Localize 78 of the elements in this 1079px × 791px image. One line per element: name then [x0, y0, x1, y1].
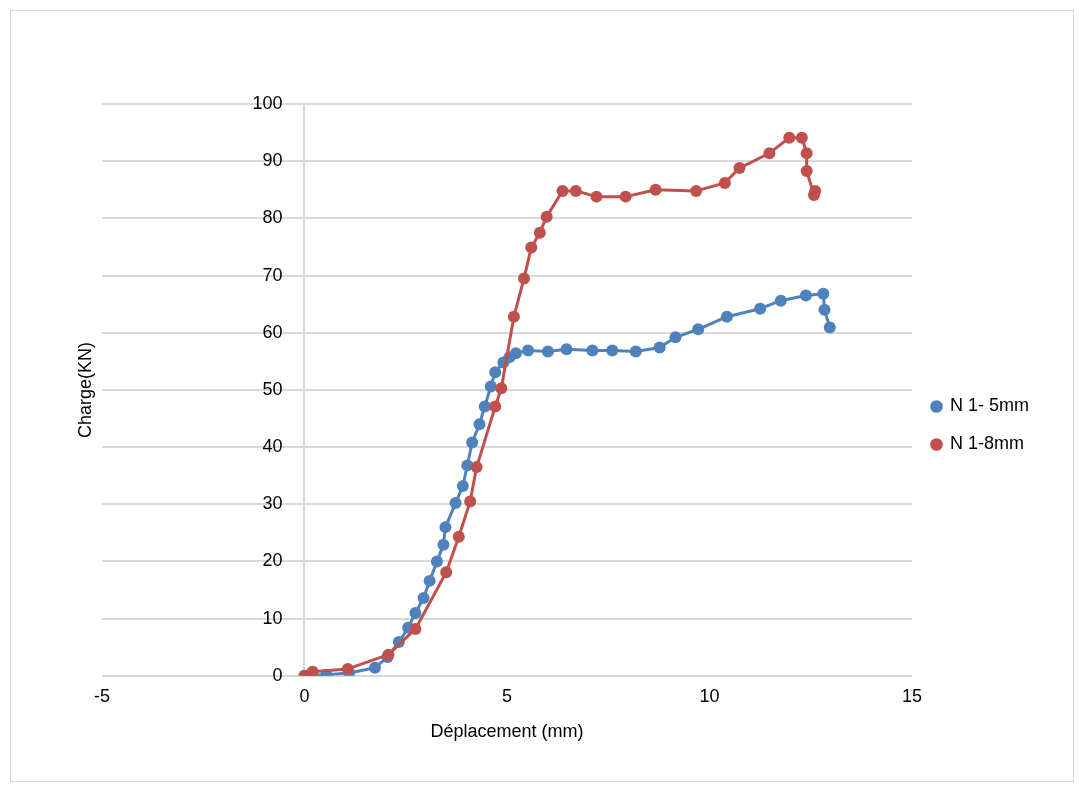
point [629, 345, 642, 358]
point [456, 479, 469, 492]
point [518, 272, 531, 285]
x-tick-label: 10 [699, 685, 720, 706]
point [466, 436, 479, 449]
point [423, 574, 436, 587]
y-tick-label: 20 [262, 550, 283, 571]
x-tick-label: -5 [93, 685, 111, 706]
point [525, 241, 538, 254]
point [653, 341, 666, 354]
y-tick-label: 70 [262, 264, 283, 285]
point [818, 303, 831, 316]
point [690, 184, 703, 197]
point [800, 164, 813, 177]
x-tick-label: 15 [901, 685, 923, 706]
y-tick-label: 50 [262, 378, 283, 399]
point [409, 606, 422, 619]
point [449, 497, 462, 510]
y-tick-label: 60 [262, 321, 283, 342]
point [774, 294, 787, 307]
point [368, 661, 381, 674]
point [718, 176, 731, 189]
point [437, 538, 450, 551]
y-tick-label: 90 [262, 150, 283, 171]
point [473, 418, 486, 431]
point [522, 344, 535, 357]
point [439, 521, 452, 534]
legend-label: N 1- 5mm [950, 395, 1030, 416]
point [540, 210, 553, 223]
point [556, 184, 569, 197]
point [795, 131, 808, 144]
legend-label: N 1-8mm [950, 433, 1025, 454]
point [470, 461, 483, 474]
point [541, 345, 554, 358]
point [619, 190, 632, 203]
point [430, 555, 443, 568]
point [495, 382, 508, 395]
point [799, 289, 812, 302]
point [452, 530, 465, 543]
point [649, 183, 662, 196]
point [507, 310, 520, 323]
point [489, 400, 502, 413]
x-axis-title: Déplacement (mm) [430, 721, 584, 742]
point [606, 344, 619, 357]
point [464, 495, 477, 508]
point [409, 622, 422, 635]
point [440, 566, 453, 579]
point [569, 184, 582, 197]
point [754, 302, 767, 315]
y-tick-label: 100 [252, 92, 283, 113]
point [533, 226, 546, 239]
point [783, 131, 796, 144]
y-tick-label: 0 [272, 664, 283, 685]
point [509, 347, 522, 360]
point [478, 400, 491, 413]
point [586, 344, 599, 357]
point [484, 380, 497, 393]
point [733, 162, 746, 175]
point [669, 331, 682, 344]
y-tick-label: 30 [262, 493, 283, 514]
point [692, 323, 705, 336]
point [817, 287, 830, 300]
point [800, 147, 813, 160]
point [489, 366, 502, 379]
point [306, 665, 319, 676]
point [560, 343, 573, 356]
y-tick-label: 10 [262, 607, 283, 628]
y-axis-title: Charge(KN) [74, 341, 95, 438]
point [341, 662, 354, 675]
point [823, 321, 836, 334]
y-tick-label: 40 [262, 436, 283, 457]
point [763, 147, 776, 160]
point [590, 190, 603, 203]
point [720, 310, 733, 323]
x-tick-label: 0 [299, 685, 310, 706]
point [417, 592, 430, 605]
x-tick-label: 5 [501, 685, 513, 706]
y-tick-label: 80 [262, 207, 283, 228]
